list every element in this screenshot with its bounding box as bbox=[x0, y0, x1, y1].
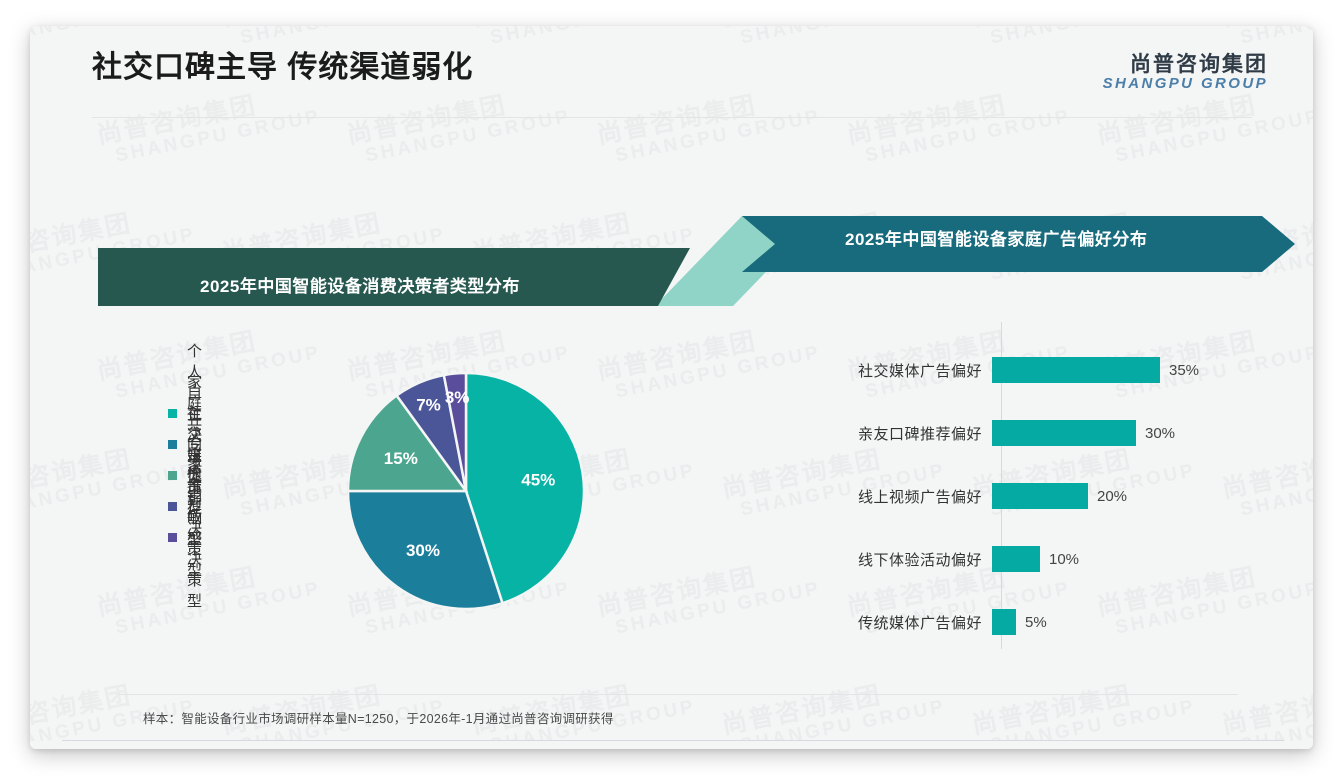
bar-chart-row[interactable]: 社交媒体广告偏好 35% bbox=[790, 357, 1199, 383]
pie-legend-item[interactable]: 家庭共同决策型 bbox=[168, 374, 203, 517]
pie-legend: 个人自主决策型 家庭共同决策型 社交媒体影响型 专家推荐决策型 促销敏感决策型 bbox=[168, 343, 203, 610]
banner-right-title: 2025年中国智能设备家庭广告偏好分布 bbox=[845, 230, 1148, 249]
bar-chart-row[interactable]: 线下体验活动偏好 10% bbox=[790, 546, 1079, 572]
logo-text-cn: 尚普咨询集团 bbox=[1130, 53, 1268, 76]
sample-note: 样本：智能设备行业市场调研样本量N=1250，于2026年-1月通过尚普咨询调研… bbox=[143, 712, 614, 726]
pie-legend-item[interactable]: 专家推荐决策型 bbox=[168, 436, 203, 579]
company-logo: 尚普咨询集团 SHANGPU GROUP bbox=[1103, 53, 1268, 93]
legend-swatch-icon bbox=[168, 502, 177, 511]
pie-slice-label: 7% bbox=[416, 395, 441, 414]
bar-category-label: 线上视频广告偏好 bbox=[857, 488, 982, 506]
page-title: 社交口碑主导 传统渠道弱化 bbox=[92, 51, 474, 84]
pie-slice-label: 15% bbox=[384, 449, 418, 468]
pie-slice[interactable] bbox=[348, 393, 469, 493]
bar-chart-row[interactable]: 传统媒体广告偏好 5% bbox=[790, 609, 1047, 635]
pie-slice-label: 30% bbox=[406, 541, 440, 560]
legend-swatch-icon bbox=[168, 471, 177, 480]
pie-legend-label: 专家推荐决策型 bbox=[187, 436, 203, 579]
note-divider bbox=[118, 694, 1238, 695]
pie-legend-item[interactable]: 促销敏感决策型 bbox=[168, 467, 203, 610]
bar-fill[interactable] bbox=[992, 609, 1016, 635]
logo-text-en: SHANGPU GROUP bbox=[1102, 75, 1268, 93]
bar-value-label: 35% bbox=[1169, 361, 1200, 379]
bar-fill[interactable] bbox=[992, 420, 1136, 446]
pie-legend-item[interactable]: 社交媒体影响型 bbox=[168, 405, 203, 548]
legend-swatch-icon bbox=[168, 533, 177, 542]
pie-slice[interactable] bbox=[464, 371, 586, 605]
banner-right-shape bbox=[742, 216, 1295, 272]
bar-value-label: 20% bbox=[1097, 487, 1128, 505]
bar-fill[interactable] bbox=[992, 357, 1160, 383]
bar-chart-row[interactable]: 线上视频广告偏好 20% bbox=[790, 483, 1127, 509]
legend-swatch-icon bbox=[168, 440, 177, 449]
pie-legend-label: 社交媒体影响型 bbox=[187, 405, 203, 548]
bar-value-label: 5% bbox=[1025, 613, 1047, 631]
slide-canvas: 尚普咨询集团 SHANGPU GROUP 尚普咨询集团 SHANGPU GROUP 尚普… bbox=[30, 26, 1313, 749]
slide-footer: ©2026.1 SHANGPU GROUP www.shangpu-china.… bbox=[30, 741, 1313, 749]
header-divider bbox=[92, 117, 1252, 118]
bar-category-label: 社交媒体广告偏好 bbox=[857, 362, 982, 380]
bar-category-label: 线下体验活动偏好 bbox=[857, 551, 982, 569]
legend-swatch-icon bbox=[168, 409, 177, 418]
bar-value-label: 30% bbox=[1145, 424, 1176, 442]
slide-header: 社交口碑主导 传统渠道弱化 尚普咨询集团 SHANGPU GROUP bbox=[30, 26, 1313, 99]
pie-slice-label: 3% bbox=[445, 388, 470, 407]
pie-legend-label: 个人自主决策型 bbox=[187, 343, 203, 486]
bar-category-label: 亲友口碑推荐偏好 bbox=[857, 425, 982, 443]
pie-legend-label: 促销敏感决策型 bbox=[187, 467, 203, 610]
footer-divider bbox=[62, 740, 1284, 741]
bar-category-label: 传统媒体广告偏好 bbox=[857, 614, 982, 632]
banner-left-shape bbox=[98, 248, 690, 306]
pie-slice-label: 45% bbox=[521, 471, 555, 490]
pie-legend-item[interactable]: 个人自主决策型 bbox=[168, 343, 203, 486]
pie-slice[interactable] bbox=[442, 371, 468, 492]
bar-value-label: 10% bbox=[1049, 550, 1080, 568]
banner-shapes bbox=[98, 216, 1295, 306]
section-banners: 2025年中国智能设备消费决策者类型分布 2025年中国智能设备家庭广告偏好分布 bbox=[30, 26, 1313, 749]
bar-chart-row[interactable]: 亲友口碑推荐偏好 30% bbox=[790, 420, 1175, 446]
pie-legend-label: 家庭共同决策型 bbox=[187, 374, 203, 517]
pie-chart: 45% 30% 15% 7% 3% bbox=[348, 371, 586, 611]
bar-fill[interactable] bbox=[992, 546, 1040, 572]
banner-left-title: 2025年中国智能设备消费决策者类型分布 bbox=[200, 277, 520, 296]
bar-fill[interactable] bbox=[992, 483, 1088, 509]
pie-slice[interactable] bbox=[348, 489, 505, 611]
